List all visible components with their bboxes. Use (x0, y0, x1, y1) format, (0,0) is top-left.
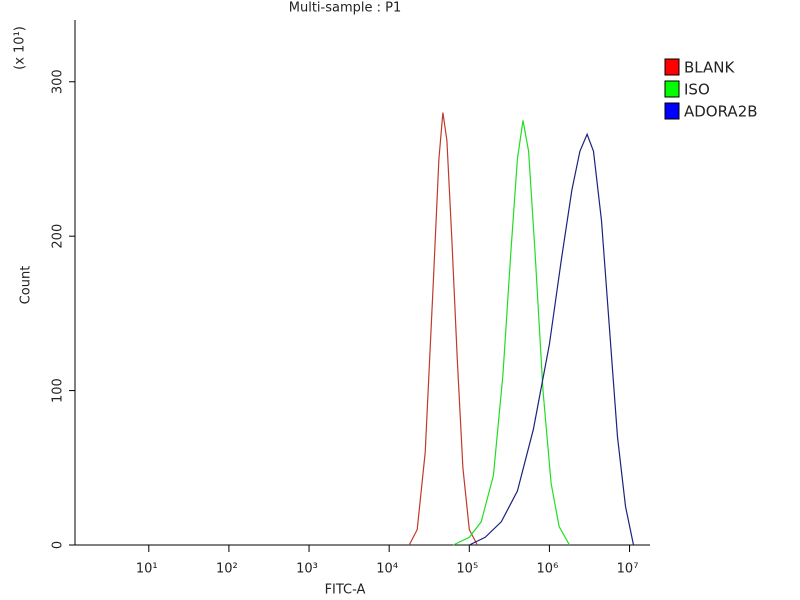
legend-label: BLANK (684, 59, 735, 77)
x-tick-label: 10⁷ (617, 562, 639, 577)
y-multiplier: (x 10¹) (13, 26, 28, 70)
legend-swatch (664, 58, 680, 76)
x-tick-label: 10¹ (136, 562, 158, 577)
series-line (469, 132, 635, 546)
series-line (453, 120, 571, 546)
legend-label: ISO (684, 81, 710, 99)
legend-swatch (664, 102, 680, 120)
legend-label: ADORA2B (684, 103, 758, 121)
series-line (408, 112, 478, 546)
legend-swatch (664, 80, 680, 98)
x-tick-label: 10³ (296, 562, 318, 577)
y-tick-label: 100 (51, 378, 66, 403)
y-tick-label: 200 (51, 224, 66, 249)
x-tick-label: 10⁵ (456, 562, 478, 577)
x-tick-label: 10² (216, 562, 238, 577)
x-axis-label: FITC-A (325, 583, 366, 598)
y-axis-label: Count (19, 266, 34, 305)
x-tick-label: 10⁶ (537, 562, 559, 577)
y-tick-label: 300 (51, 69, 66, 94)
chart-title: Multi-sample : P1 (289, 1, 402, 16)
y-tick-label: 0 (51, 541, 66, 549)
x-tick-label: 10⁴ (376, 562, 398, 577)
